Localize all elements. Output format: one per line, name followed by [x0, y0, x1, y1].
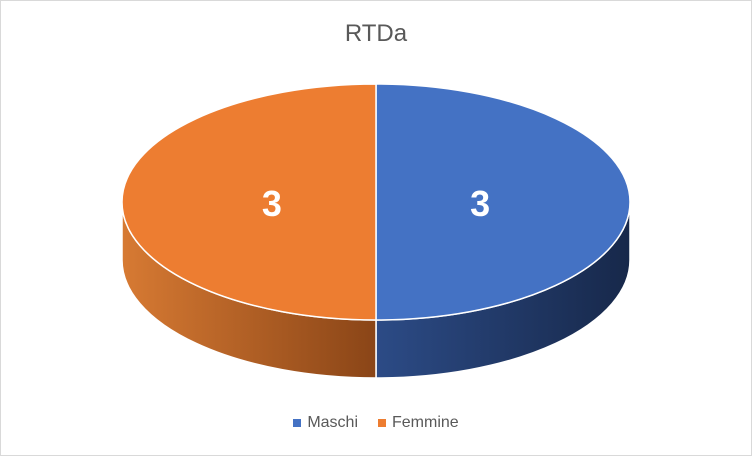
legend-label-femmine: Femmine	[392, 414, 459, 431]
pie-slice-femmine[interactable]	[121, 83, 377, 321]
legend-item-femmine[interactable]: Femmine	[378, 414, 459, 432]
legend-label-maschi: Maschi	[307, 414, 358, 431]
chart-title: RTDa	[344, 20, 408, 47]
data-label-femmine: 3	[262, 183, 282, 224]
legend: Maschi Femmine	[0, 414, 752, 432]
data-label-maschi: 3	[470, 183, 490, 224]
pie-slice-maschi[interactable]	[375, 83, 631, 321]
legend-swatch-maschi	[293, 419, 302, 427]
legend-swatch-femmine	[378, 419, 386, 427]
legend-item-maschi[interactable]: Maschi	[293, 414, 358, 432]
